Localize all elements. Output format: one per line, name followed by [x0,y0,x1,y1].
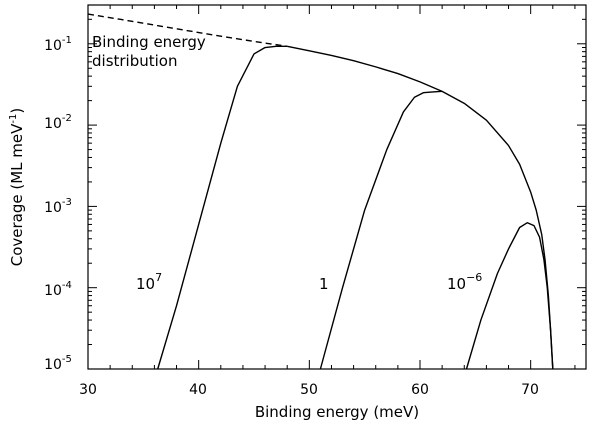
x-tick-label: 30 [79,382,97,398]
x-tick-labels: 30 40 50 60 70 [79,382,539,398]
y-tick-label: 10-2 [44,113,72,132]
y-tick-label: 10-1 [44,35,72,54]
plot-frame [87,4,587,370]
x-axis-label: Binding energy (meV) [255,403,419,421]
y-tick-label: 10-5 [44,354,72,373]
x-tick-label: 50 [300,382,318,398]
y-axis-label: Coverage (ML meV-1) [8,108,26,267]
curve-label-1: 1 [319,275,329,293]
coverage-curve-3 [319,90,443,370]
curves [87,13,554,370]
x-tick-label: 40 [189,382,207,398]
y-tick-label: 10-4 [44,280,72,299]
y-tick-label: 10-3 [44,197,72,216]
x-tick-label: 60 [411,382,429,398]
x-tick-label: 70 [521,382,539,398]
curve-label-1e-6: 10−6 [447,271,482,293]
coverage-curve-2 [157,45,288,370]
tick-marks [87,5,586,370]
binding-energy-distribution-line [87,13,288,48]
coverage-curve-4 [465,222,554,370]
distribution-label-line2: distribution [92,52,177,70]
y-tick-labels: 10-1 10-2 10-3 10-4 10-5 [44,35,72,373]
curve-label-1e7: 107 [136,271,162,293]
distribution-label-line1: Binding energy [92,33,206,51]
coverage-curve-1 [287,45,554,370]
